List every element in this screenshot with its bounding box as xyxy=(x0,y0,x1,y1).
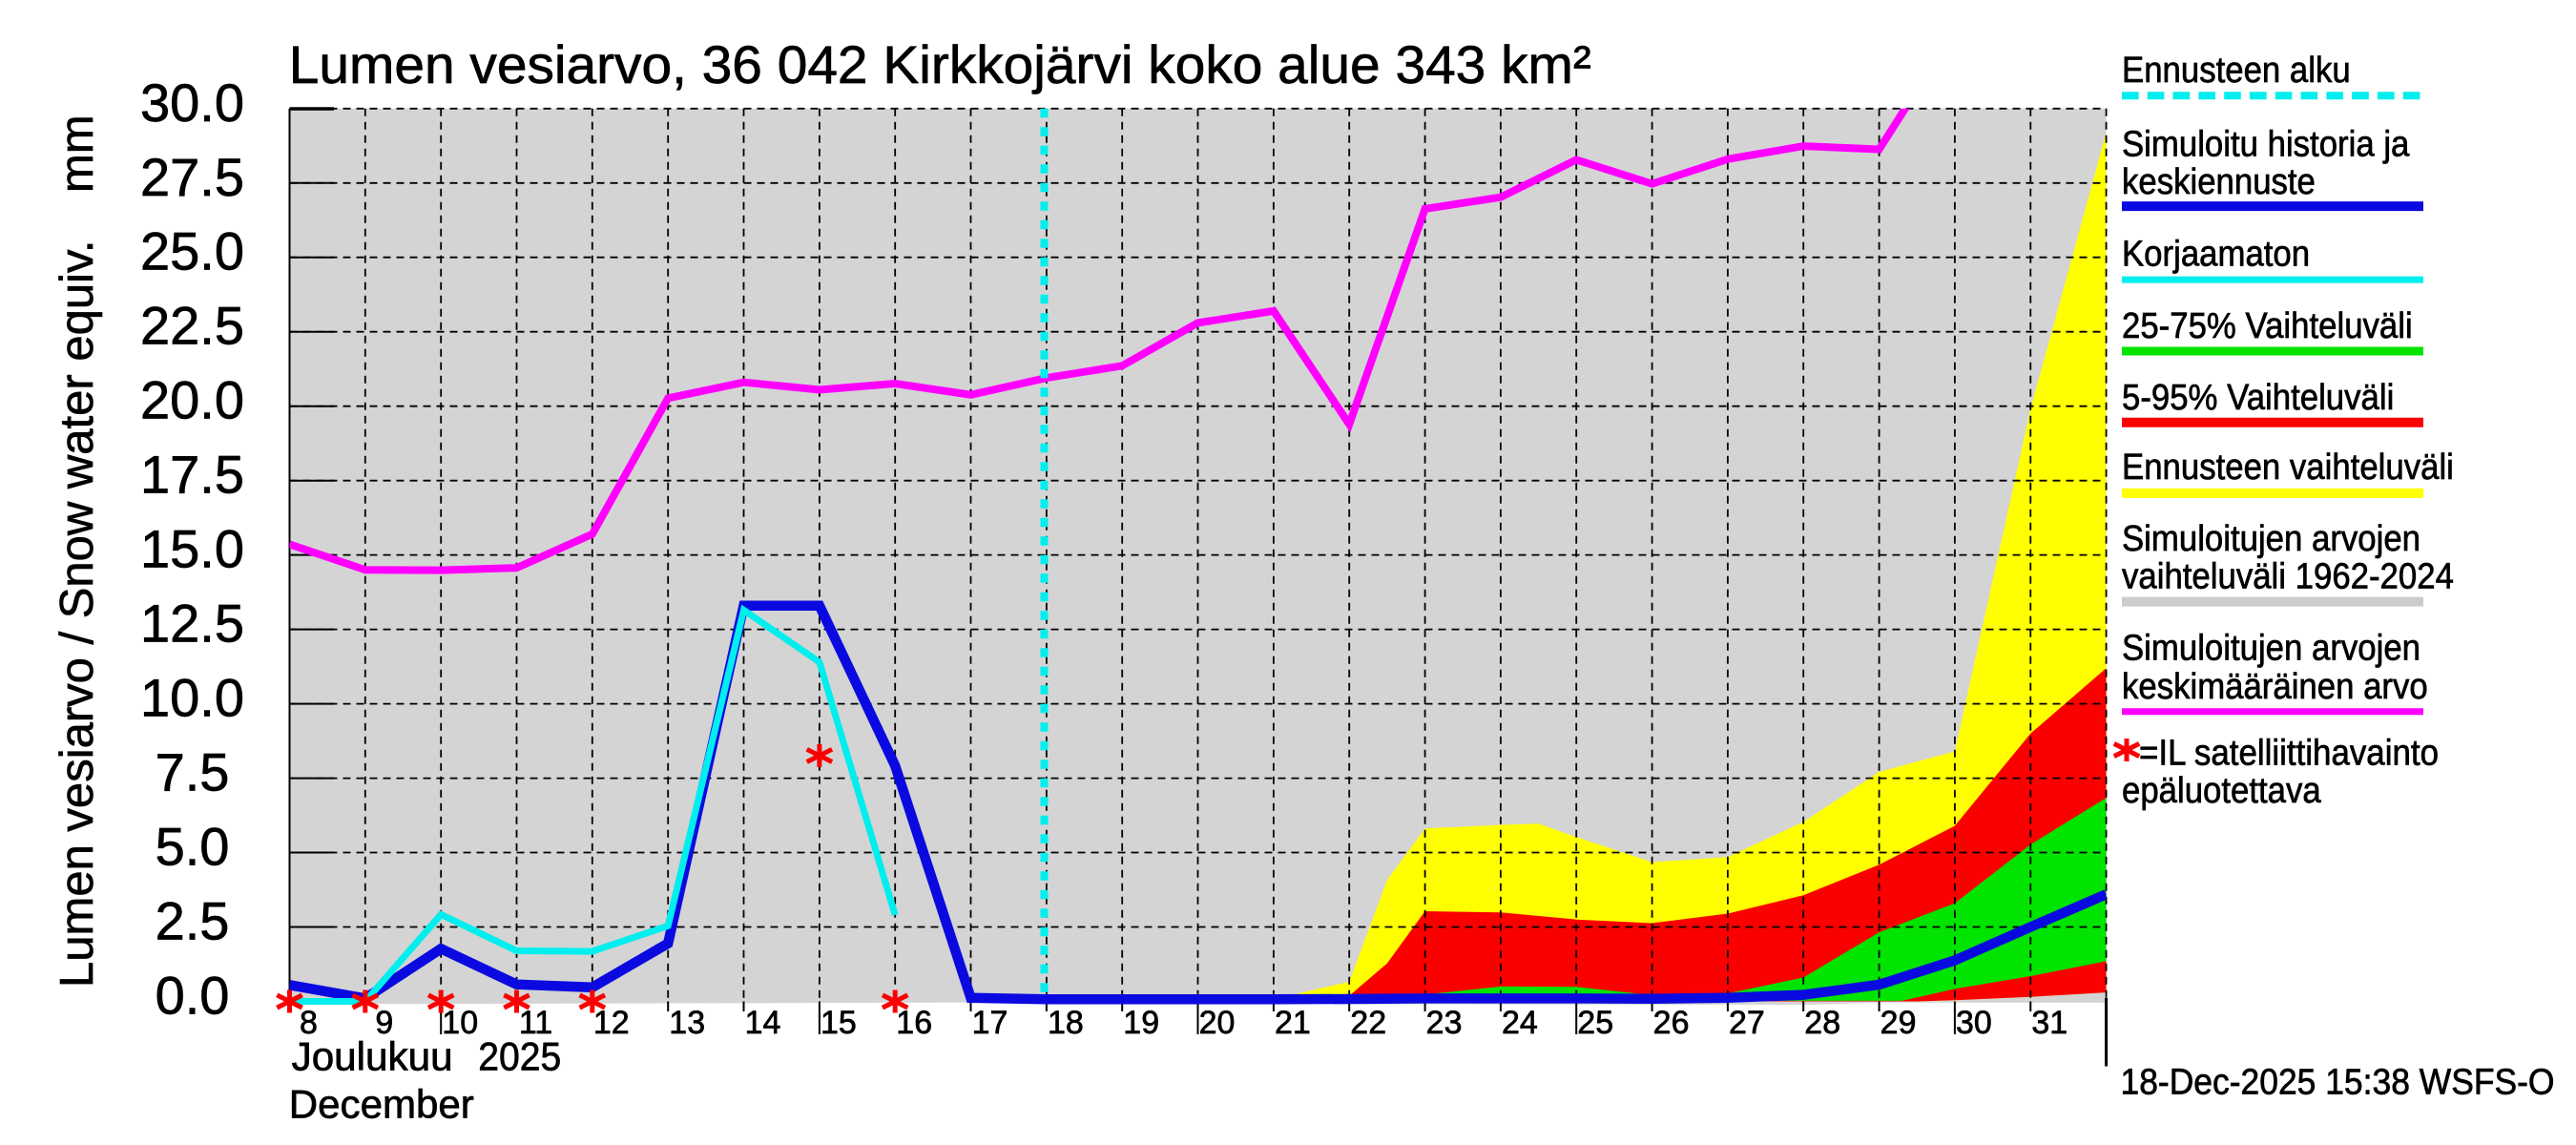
svg-text:Ennusteen alku: Ennusteen alku xyxy=(2122,50,2351,91)
svg-text:13: 13 xyxy=(669,1005,705,1041)
svg-text:28: 28 xyxy=(1804,1005,1840,1041)
svg-text:18-Dec-2025 15:38 WSFS-O: 18-Dec-2025 15:38 WSFS-O xyxy=(2121,1062,2555,1102)
svg-text:14: 14 xyxy=(745,1005,781,1041)
svg-text:25.0: 25.0 xyxy=(140,221,244,281)
svg-text:29: 29 xyxy=(1880,1005,1917,1041)
svg-text:2025: 2025 xyxy=(478,1034,561,1079)
svg-text:11: 11 xyxy=(519,1005,552,1041)
svg-text:5-95% Vaihteluväli: 5-95% Vaihteluväli xyxy=(2122,377,2394,418)
svg-text:22: 22 xyxy=(1350,1005,1386,1041)
svg-text:15: 15 xyxy=(821,1005,857,1041)
svg-text:24: 24 xyxy=(1502,1005,1538,1041)
svg-text:20: 20 xyxy=(1199,1005,1236,1041)
svg-text:Lumen vesiarvo / Snow water eq: Lumen vesiarvo / Snow water equiv. xyxy=(52,240,103,988)
svg-text:17: 17 xyxy=(972,1005,1008,1041)
svg-text:23: 23 xyxy=(1426,1005,1463,1041)
svg-text:12.5: 12.5 xyxy=(140,593,244,654)
svg-text:7.5: 7.5 xyxy=(156,742,230,802)
svg-text:25-75% Vaihteluväli: 25-75% Vaihteluväli xyxy=(2122,305,2413,346)
svg-text:10.0: 10.0 xyxy=(140,668,244,728)
svg-text:30: 30 xyxy=(1956,1005,1992,1041)
svg-text:30.0: 30.0 xyxy=(140,73,244,133)
svg-text:10: 10 xyxy=(442,1005,478,1041)
svg-text:26: 26 xyxy=(1653,1005,1690,1041)
svg-text:vaihteluväli 1962-2024: vaihteluväli 1962-2024 xyxy=(2122,556,2454,597)
svg-text:mm: mm xyxy=(52,114,103,193)
svg-text:25: 25 xyxy=(1577,1005,1613,1041)
svg-text:Simuloitu historia ja: Simuloitu historia ja xyxy=(2122,123,2410,164)
svg-text:keskimääräinen arvo: keskimääräinen arvo xyxy=(2122,666,2428,707)
svg-text:8: 8 xyxy=(300,1005,318,1041)
svg-text:22.5: 22.5 xyxy=(140,296,244,356)
svg-text:Simuloitujen arvojen: Simuloitujen arvojen xyxy=(2122,628,2420,669)
svg-text:keskiennuste: keskiennuste xyxy=(2122,161,2316,202)
svg-text:epäluotettava: epäluotettava xyxy=(2122,770,2321,811)
svg-text:15.0: 15.0 xyxy=(140,519,244,579)
svg-text:December: December xyxy=(289,1082,474,1127)
svg-text:Simuloitujen arvojen: Simuloitujen arvojen xyxy=(2122,518,2420,559)
svg-text:20.0: 20.0 xyxy=(140,370,244,430)
svg-text:16: 16 xyxy=(896,1005,932,1041)
svg-text:Joulukuu: Joulukuu xyxy=(292,1034,453,1079)
svg-text:31: 31 xyxy=(2031,1005,2067,1041)
svg-text:12: 12 xyxy=(593,1005,630,1041)
svg-text:19: 19 xyxy=(1123,1005,1159,1041)
svg-text:Ennusteen vaihteluväli: Ennusteen vaihteluväli xyxy=(2122,447,2454,488)
svg-text:27.5: 27.5 xyxy=(140,147,244,207)
svg-text:=IL satelliittihavainto: =IL satelliittihavainto xyxy=(2139,733,2439,774)
svg-text:21: 21 xyxy=(1275,1005,1311,1041)
svg-text:5.0: 5.0 xyxy=(156,817,230,877)
svg-text:Korjaamaton: Korjaamaton xyxy=(2122,233,2310,274)
svg-text:17.5: 17.5 xyxy=(140,445,244,505)
svg-text:27: 27 xyxy=(1729,1005,1765,1041)
svg-text:2.5: 2.5 xyxy=(156,891,230,951)
svg-text:18: 18 xyxy=(1048,1005,1084,1041)
svg-text:Lumen vesiarvo, 36 042 Kirkkoj: Lumen vesiarvo, 36 042 Kirkkojärvi koko … xyxy=(289,34,1591,94)
svg-text:9: 9 xyxy=(375,1005,393,1041)
svg-text:0.0: 0.0 xyxy=(156,966,230,1026)
